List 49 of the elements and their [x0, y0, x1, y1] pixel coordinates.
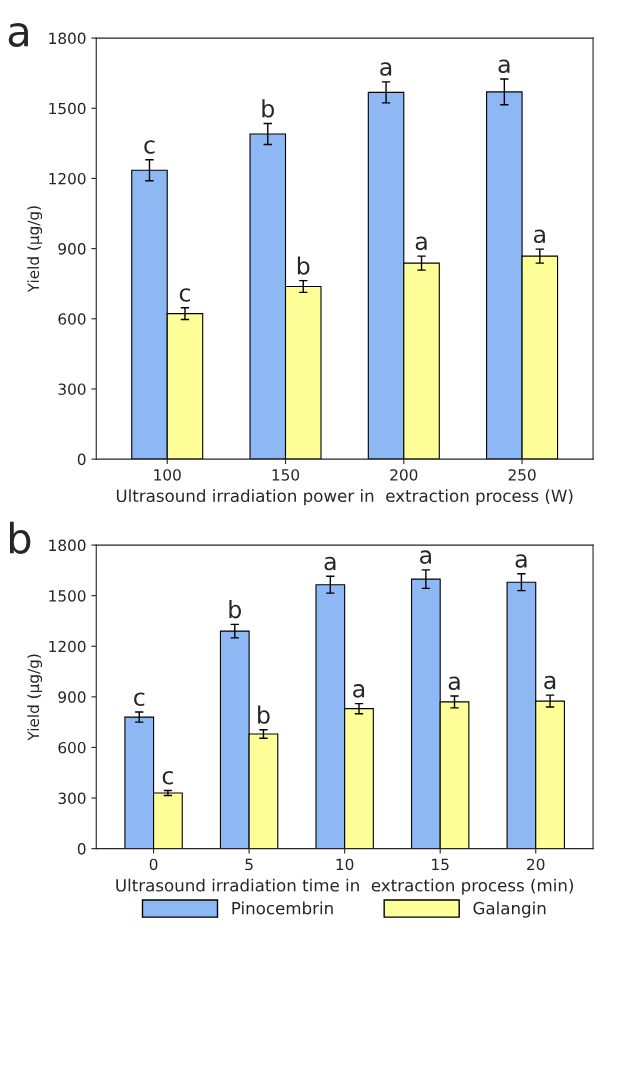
x-tick-label: 15 [432, 858, 449, 871]
annotation: a [324, 556, 336, 571]
y-tick-label: 1500 [49, 590, 86, 602]
y-tick-label: 1800 [49, 539, 86, 552]
annotation: c [179, 288, 190, 302]
annotation: a [544, 675, 556, 690]
y-tick-label: 600 [58, 741, 86, 754]
annotation: a [534, 229, 545, 244]
annotation: a [448, 676, 460, 691]
y-tick-label: 1200 [49, 640, 86, 653]
x-tick-label: 200 [390, 469, 418, 481]
y-tick-label: 1500 [49, 102, 86, 115]
x-tick-label: 10 [336, 858, 354, 871]
annotation: a [420, 550, 431, 564]
y-tick-label: 1800 [49, 32, 86, 45]
y-tick-label: 600 [58, 313, 86, 325]
x-tick-label: 150 [272, 469, 300, 481]
y-tick-label: 0 [77, 453, 86, 466]
y-tick-label: 300 [58, 792, 86, 805]
chart-title: a [8, 22, 28, 47]
chart-title: b [9, 521, 31, 554]
x-tick-label: 100 [154, 469, 181, 481]
x-tick-label: 5 [245, 858, 253, 871]
x-tick-label: 250 [508, 469, 536, 481]
annotation: a [498, 59, 510, 74]
y-tick-label: 1200 [49, 172, 86, 185]
x-tick-label: 0 [149, 858, 158, 871]
annotation: b [229, 600, 241, 619]
annotation: b [262, 99, 274, 118]
y-axis-title: Yield (μg/g) [27, 654, 43, 741]
y-tick-label: 0 [77, 843, 86, 855]
annotation: a [515, 554, 527, 568]
x-axis-title: Ultrasound irradiation time in extraction process (min) [116, 878, 573, 895]
y-tick-label: 900 [58, 243, 86, 255]
annotation: b [297, 256, 310, 275]
legend-label: Pinocembrin [232, 901, 333, 915]
y-axis-title: Yield (μg/g) [27, 206, 43, 293]
x-axis-title: Ultrasound irradiation power in extraction process (W) [116, 489, 573, 506]
y-tick-label: 900 [58, 691, 86, 703]
annotation: a [380, 62, 392, 76]
y-tick-label: 300 [58, 383, 86, 395]
annotation: c [162, 770, 173, 785]
annotation: b [258, 705, 270, 724]
annotation: c [144, 140, 155, 154]
legend-label: Galangin [473, 901, 546, 918]
x-tick-label: 20 [527, 858, 545, 871]
annotation: a [415, 236, 427, 251]
annotation: c [134, 692, 145, 707]
annotation: a [353, 684, 365, 698]
